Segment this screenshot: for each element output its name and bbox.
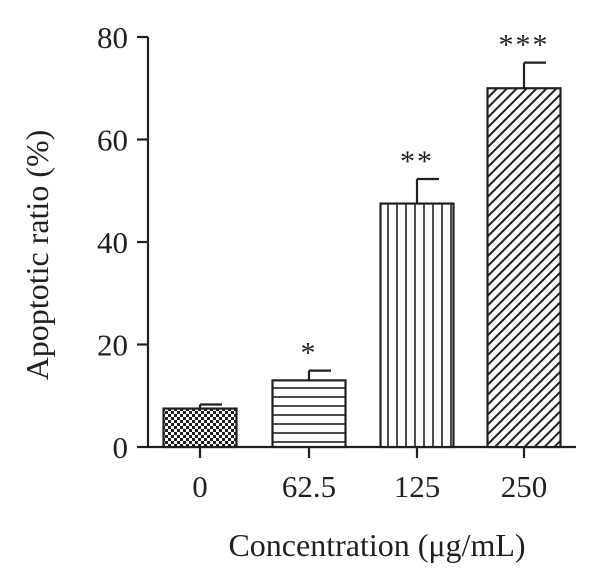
y-ticks: 0 20 40 60 80 [97, 20, 148, 465]
significance-label: ** [400, 145, 434, 178]
x-ticks: 0 62.5 125 250 [192, 447, 547, 504]
y-tick-label: 20 [97, 328, 128, 363]
y-axis-title: Apoptotic ratio (%) [19, 130, 55, 381]
x-axis-title: Concentration (μg/mL) [228, 527, 525, 563]
bar [486, 87, 562, 449]
y-tick-label: 40 [97, 225, 128, 260]
x-tick-label: 62.5 [282, 469, 336, 504]
y-axis: 0 20 40 60 80 [97, 20, 150, 465]
y-tick-label: 60 [97, 123, 128, 158]
x-tick-label: 125 [394, 469, 441, 504]
significance-label: *** [499, 29, 550, 62]
y-tick-label: 80 [97, 20, 128, 55]
x-tick-label: 0 [192, 469, 208, 504]
x-axis: 0 62.5 125 250 [148, 445, 576, 504]
bar [379, 202, 455, 449]
bar [162, 407, 238, 449]
significance-label: * [301, 337, 318, 370]
bar [271, 379, 347, 449]
bars: ****** [162, 29, 562, 449]
x-tick-label: 250 [501, 469, 548, 504]
y-tick-label: 0 [113, 430, 129, 465]
